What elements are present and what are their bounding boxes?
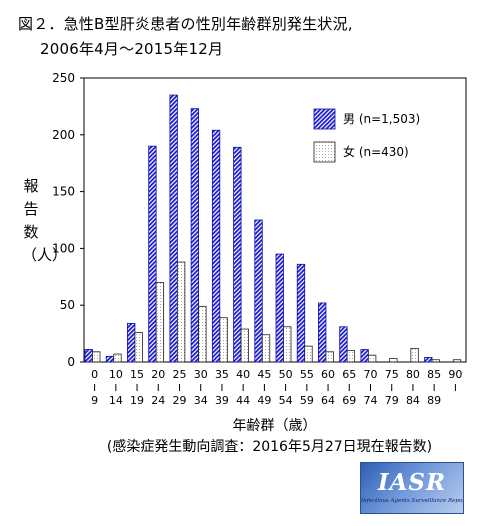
- legend-swatch-female: [313, 141, 336, 163]
- axes: 0 50 100 150 200 250: [52, 71, 467, 369]
- x-tick-label-from: 50: [279, 368, 293, 381]
- bar-female: [176, 261, 186, 363]
- x-tick-label-from: 90: [448, 368, 462, 381]
- x-tick-label-from: 60: [321, 368, 335, 381]
- x-tick-label-from: 85: [427, 368, 441, 381]
- bar-female: [283, 326, 292, 363]
- bar-male: [211, 129, 221, 363]
- bar-female: [92, 351, 101, 363]
- bar-male: [105, 355, 115, 363]
- x-tick-label-from: 25: [173, 368, 187, 381]
- x-tick-label-to: 64: [321, 394, 335, 407]
- x-tick-label-from: 35: [215, 368, 229, 381]
- x-tick-label-to: 54: [279, 394, 293, 407]
- x-tick-label-from: 80: [406, 368, 420, 381]
- plot-frame: [83, 77, 467, 363]
- x-tick-label-to: 44: [236, 394, 250, 407]
- x-tick-label-to: 89: [427, 394, 441, 407]
- bar-chart: 0 50 100 150 200 250 0 9 10 14 15 19 20 24 25 29 30 34 35…: [52, 71, 467, 407]
- legend-swatch-male: [313, 108, 336, 130]
- y-tick-label: 100: [52, 241, 75, 255]
- bar-male: [84, 349, 93, 363]
- x-tick-label-to: 84: [406, 394, 420, 407]
- bar-female: [452, 359, 462, 363]
- bar-female: [198, 305, 207, 363]
- x-tick-label-from: 40: [236, 368, 250, 381]
- x-tick-label-from: 10: [109, 368, 123, 381]
- y-tick-label: 0: [67, 355, 75, 369]
- bar-female: [389, 358, 398, 363]
- legend-label-female: 女 (n=430): [343, 144, 409, 159]
- x-tick-labels: 0 9 10 14 15 19 20 24 25 29 30 34 35 39 40 44 45 49 50 54 55…: [91, 368, 462, 407]
- x-tick-label-to: 34: [194, 394, 208, 407]
- bar-female: [431, 359, 440, 363]
- source-note: (感染症発生動向調査：2016年5月27日現在報告数): [106, 439, 433, 455]
- bar-male: [233, 146, 242, 363]
- bar-female: [240, 328, 249, 363]
- bar-male: [190, 108, 200, 363]
- bar-male: [169, 94, 178, 363]
- bar-male: [127, 322, 136, 363]
- y-tick-label: 50: [60, 298, 75, 312]
- y-tick-label: 200: [52, 128, 75, 142]
- iasr-logo: IASR Infectious Agents Surveillance Repo…: [360, 462, 464, 514]
- x-tick-label-from: 20: [151, 368, 165, 381]
- bar-female: [219, 317, 228, 363]
- bar-male: [360, 349, 369, 363]
- x-tick-label-to: 69: [342, 394, 356, 407]
- x-tick-label-from: 30: [194, 368, 208, 381]
- bar-male: [318, 302, 327, 363]
- bar-female: [304, 345, 313, 363]
- x-tick-label-to: 14: [109, 394, 123, 407]
- bar-female: [410, 347, 419, 363]
- x-tick-label-from: 75: [385, 368, 399, 381]
- legend: 男 (n=1,503) 女 (n=430): [313, 108, 420, 163]
- x-tick-label-to: 39: [215, 394, 229, 407]
- x-tick-label-to: 79: [385, 394, 399, 407]
- bar-female: [113, 353, 122, 363]
- chart-subtitle: 2006年4月〜2015年12月: [40, 40, 224, 58]
- x-tick-label-from: 70: [364, 368, 378, 381]
- x-tick-label-from: 15: [130, 368, 144, 381]
- bars: [84, 94, 462, 363]
- bar-female: [346, 350, 356, 363]
- bar-male: [148, 145, 157, 363]
- bar-male: [254, 219, 263, 363]
- chart-title: 図２．急性B型肝炎患者の性別年齢群別発生状況,: [18, 15, 353, 33]
- x-tick-label-from: 45: [257, 368, 271, 381]
- bar-female: [261, 334, 271, 363]
- x-axis-label: 年齢群（歳）: [232, 418, 317, 434]
- x-tick-label-from: 55: [300, 368, 314, 381]
- bar-male: [296, 263, 306, 363]
- bar-female: [325, 351, 334, 363]
- x-tick-label-to: 19: [130, 394, 144, 407]
- iasr-logo-subtext: Infectious Agents Surveillance Report: [361, 498, 464, 504]
- y-tick-label: 250: [52, 71, 75, 85]
- bar-female: [134, 332, 143, 363]
- x-tick-label-to: 74: [364, 394, 378, 407]
- bar-male: [275, 253, 284, 363]
- bar-female: [367, 354, 377, 363]
- x-tick-label-from: 0: [91, 368, 98, 381]
- x-tick-label-to: 24: [151, 394, 165, 407]
- x-tick-label-to: 9: [91, 394, 98, 407]
- y-tick-label: 150: [52, 185, 75, 199]
- bar-female: [155, 282, 165, 363]
- bar-male: [339, 326, 348, 363]
- x-tick-label-from: 65: [342, 368, 356, 381]
- x-tick-label-to: 29: [173, 394, 187, 407]
- legend-label-male: 男 (n=1,503): [343, 112, 420, 126]
- iasr-logo-text: IASR: [377, 469, 447, 496]
- bar-male: [424, 357, 433, 363]
- x-tick-label-to: 49: [257, 394, 271, 407]
- x-tick-label-to: 59: [300, 394, 314, 407]
